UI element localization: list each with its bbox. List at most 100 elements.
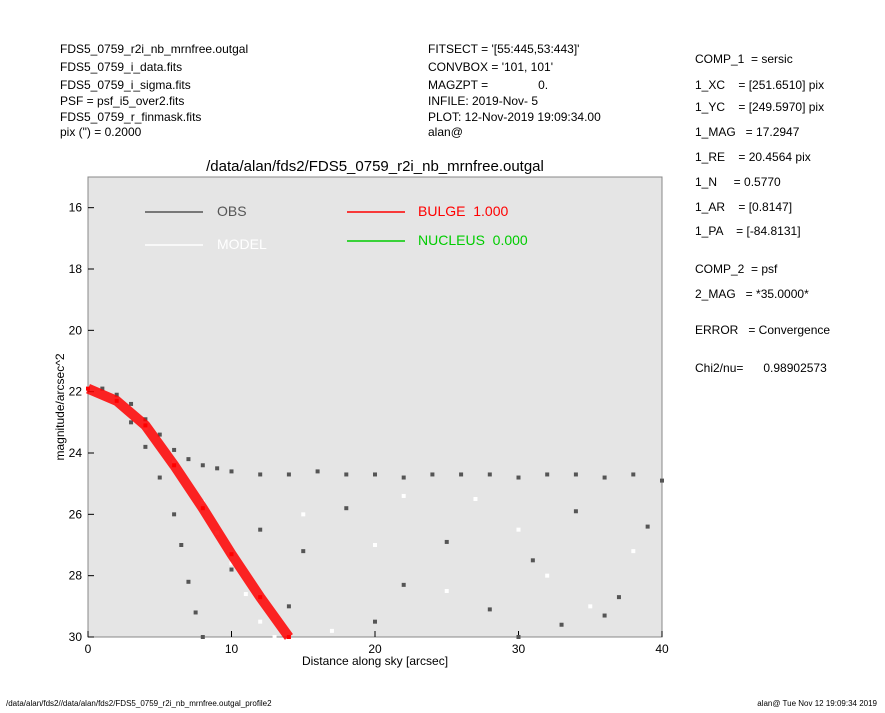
y-tick-label: 16: [69, 201, 83, 215]
data-point: [588, 604, 593, 609]
data-point: [200, 506, 205, 511]
header-line: INFILE: 2019-Nov- 5: [428, 94, 538, 108]
fit-parameter: COMP_1 = sersic: [695, 52, 793, 66]
fit-parameter: 1_YC = [249.5970] pix: [695, 100, 824, 114]
data-point: [487, 607, 492, 612]
legend-label: NUCLEUS 0.000: [418, 232, 528, 248]
data-point: [172, 512, 177, 517]
y-tick-label: 18: [69, 262, 83, 276]
data-point: [545, 472, 550, 477]
x-tick-label: 40: [655, 642, 669, 656]
data-point: [373, 472, 377, 477]
fit-parameter: 2_MAG = *35.0000*: [695, 287, 809, 301]
data-point: [200, 635, 205, 639]
bulge-profile: [86, 384, 293, 640]
data-point: [602, 475, 607, 480]
data-point: [157, 432, 162, 437]
data-point: [401, 475, 406, 480]
data-point: [258, 595, 263, 600]
header-line: PLOT: 12-Nov-2019 19:09:34.00: [428, 110, 601, 124]
fit-parameter: Chi2/nu= 0.98902573: [695, 361, 827, 375]
data-point: [430, 472, 435, 477]
fit-parameter: 1_N = 0.5770: [695, 175, 781, 189]
data-point: [329, 628, 334, 633]
data-point: [573, 509, 578, 514]
fit-parameter: COMP_2 = psf: [695, 262, 778, 276]
x-tick-label: 10: [225, 642, 239, 656]
data-point: [143, 444, 148, 449]
header-line: FDS5_0759_i_data.fits: [60, 60, 182, 74]
y-tick-label: 28: [69, 569, 83, 583]
data-point: [315, 469, 320, 474]
fit-parameter: ERROR = Convergence: [695, 323, 830, 337]
data-point: [129, 420, 134, 425]
legend-label: OBS: [217, 203, 247, 219]
header-line: pix (") = 0.2000: [60, 125, 142, 139]
fit-parameter: 1_AR = [0.8147]: [695, 200, 792, 214]
data-point: [344, 506, 349, 511]
legend-label: MODEL: [217, 236, 267, 252]
data-point: [401, 493, 406, 498]
data-point: [215, 466, 220, 471]
data-point: [301, 512, 306, 517]
y-axis-label: magnitude/arcsec^2: [53, 353, 67, 460]
x-tick-label: 0: [85, 642, 92, 656]
header-line: PSF = psf_i5_over2.fits: [60, 94, 184, 108]
y-tick-label: 24: [69, 446, 83, 460]
header-line: FITSECT = '[55:445,53:443]': [428, 42, 579, 56]
x-tick-label: 20: [368, 642, 382, 656]
data-point: [114, 392, 119, 397]
data-point: [459, 472, 464, 477]
data-point: [516, 635, 521, 639]
fit-parameter: 1_XC = [251.6510] pix: [695, 78, 824, 92]
data-point: [272, 635, 277, 639]
data-point: [444, 589, 449, 593]
data-point: [516, 527, 521, 532]
data-point: [179, 543, 184, 547]
plot-background: [87, 176, 663, 638]
header-line: FDS5_0759_r2i_nb_mrnfree.outgal: [60, 42, 248, 56]
data-point: [559, 622, 564, 627]
data-point: [186, 457, 191, 462]
header-line: FDS5_0759_i_sigma.fits: [60, 78, 191, 92]
data-point: [229, 567, 234, 572]
fit-parameter: 1_MAG = 17.2947: [695, 125, 800, 139]
y-tick-label: 22: [69, 385, 83, 399]
data-point: [157, 475, 162, 480]
data-point: [243, 592, 248, 597]
data-point: [645, 524, 650, 529]
data-point: [86, 386, 90, 391]
data-point: [258, 619, 263, 624]
data-point: [286, 635, 291, 639]
data-point: [373, 543, 377, 547]
data-point: [401, 582, 406, 587]
fit-parameter: 1_PA = [-84.8131]: [695, 224, 801, 238]
data-point: [487, 472, 492, 477]
legend-label: BULGE 1.000: [418, 203, 508, 219]
header-line: MAGZPT = 0.: [428, 78, 548, 92]
y-tick-label: 30: [69, 630, 83, 644]
data-point: [193, 610, 198, 615]
fit-parameter: 1_RE = 20.4564 pix: [695, 150, 811, 164]
data-point: [344, 472, 349, 477]
data-point: [286, 472, 291, 477]
data-point: [516, 475, 521, 480]
y-tick-label: 26: [69, 507, 83, 521]
header-line: alan@: [428, 125, 463, 139]
footer-date: alan@ Tue Nov 12 19:09:34 2019: [757, 699, 877, 708]
data-point: [172, 463, 177, 468]
data-point: [545, 573, 550, 578]
data-point: [530, 558, 535, 563]
footer-path: /data/alan/fds2//data/alan/fds2/FDS5_075…: [6, 699, 272, 708]
data-point: [258, 472, 263, 477]
data-point: [258, 527, 263, 532]
data-point: [143, 423, 148, 428]
data-point: [100, 386, 105, 391]
x-axis-label: Distance along sky [arcsec]: [302, 654, 448, 668]
x-tick-label: 30: [512, 642, 526, 656]
data-point: [229, 552, 234, 557]
data-point: [172, 447, 177, 452]
data-point: [186, 579, 191, 584]
data-point: [573, 472, 578, 477]
